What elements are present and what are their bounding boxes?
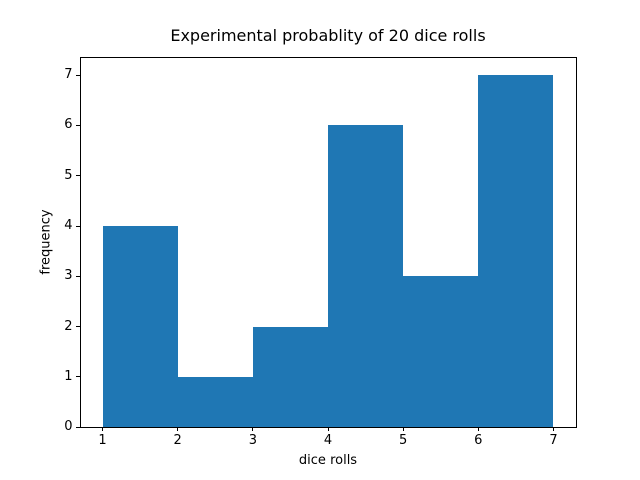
x-tick-mark xyxy=(102,427,104,432)
x-tick-label: 6 xyxy=(474,433,483,448)
x-tick-mark xyxy=(552,427,554,432)
y-tick-label: 3 xyxy=(64,268,73,284)
y-tick-mark xyxy=(76,225,80,227)
y-tick-mark xyxy=(76,426,80,428)
x-tick-label: 4 xyxy=(323,433,333,448)
histogram-bar xyxy=(478,75,554,428)
y-tick-label: 0 xyxy=(64,419,73,435)
y-tick-label: 6 xyxy=(64,117,73,133)
x-tick-mark xyxy=(402,427,404,432)
y-tick-label: 2 xyxy=(64,318,73,334)
y-tick-mark xyxy=(76,376,80,378)
histogram-bar xyxy=(177,376,253,428)
x-tick-mark xyxy=(327,427,329,432)
y-tick-mark xyxy=(76,124,80,126)
x-tick-label: 1 xyxy=(98,433,107,448)
histogram-bar xyxy=(328,125,404,428)
y-tick-mark xyxy=(76,275,80,277)
x-tick-mark xyxy=(477,427,479,432)
chart-title: Experimental probablity of 20 dice rolls xyxy=(170,26,486,45)
y-tick-mark xyxy=(76,74,80,76)
y-tick-label: 4 xyxy=(64,218,73,234)
x-tick-label: 3 xyxy=(248,433,257,448)
x-tick-label: 7 xyxy=(549,433,558,448)
y-tick-label: 5 xyxy=(64,167,73,183)
x-tick-mark xyxy=(177,427,179,432)
x-tick-label: 5 xyxy=(399,433,408,448)
x-tick-label: 2 xyxy=(173,433,182,448)
x-tick-mark xyxy=(252,427,254,432)
y-tick-mark xyxy=(76,326,80,328)
y-tick-label: 7 xyxy=(64,67,73,83)
x-axis-label: dice rolls xyxy=(298,453,358,468)
y-tick-mark xyxy=(76,175,80,177)
histogram-bar xyxy=(403,276,479,428)
histogram-bar xyxy=(252,326,328,428)
y-tick-label: 1 xyxy=(64,368,73,384)
histogram-bar xyxy=(102,226,178,428)
